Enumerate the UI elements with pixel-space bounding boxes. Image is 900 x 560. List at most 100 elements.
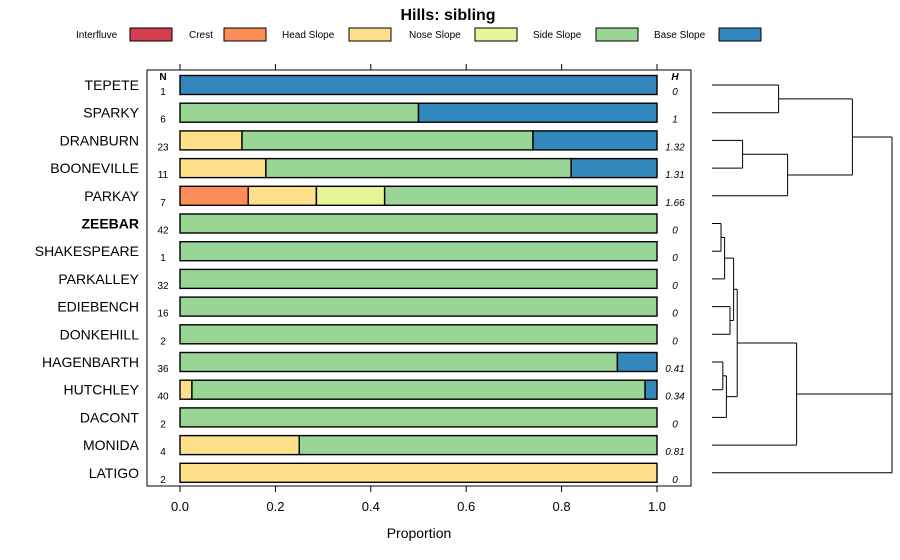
legend-item-interfluve: Interfluve	[76, 27, 173, 42]
bar-segment-side-slope	[179, 240, 658, 262]
bar-segment-base-slope	[616, 351, 658, 373]
row-label: SPARKY	[83, 105, 139, 121]
x-tick-label: 0.0	[171, 499, 189, 514]
row-hagenbarth: HAGENBARTH 36 0.41	[42, 351, 685, 375]
row-booneville: BOONEVILLE 11 1.31	[50, 157, 685, 181]
row-entropy: 1.32	[665, 142, 685, 153]
bar-segment-side-slope	[298, 434, 658, 456]
row-label: SHAKESPEARE	[35, 243, 139, 259]
bar-segment-side-slope	[191, 379, 646, 400]
legend-swatch-nose-slope	[474, 27, 518, 42]
legend-label-interfluve: Interfluve	[76, 30, 118, 41]
legend-label-nose-slope: Nose Slope	[409, 30, 461, 41]
entropy-header: H	[671, 72, 679, 83]
bar-rows: TEPETE 1 0 SPARKY 6 1 DRANBURN 23 1.32 BOONEVILLE…	[35, 74, 685, 486]
x-axis-title: Proportion	[387, 525, 452, 541]
bar-segment-side-slope	[241, 130, 534, 151]
bar-segment-side-slope	[179, 102, 420, 123]
x-tick-label: 0.6	[457, 499, 475, 514]
bar-segment-side-slope	[179, 213, 658, 234]
row-label: PARKAY	[84, 188, 139, 204]
row-label: HUTCHLEY	[64, 382, 140, 398]
plot-frame	[146, 69, 692, 487]
x-axis: 0.0 0.2 0.4 0.6 0.8 1.0	[171, 64, 666, 514]
row-parkay: PARKAY 7 1.66	[84, 185, 685, 209]
row-label: MONIDA	[83, 437, 140, 453]
row-dranburn: DRANBURN 23 1.32	[60, 130, 685, 153]
bar-segment-crest	[179, 185, 249, 207]
row-entropy: 0.34	[665, 392, 685, 403]
row-entropy: 0	[672, 419, 678, 430]
bar-segment-side-slope	[383, 185, 658, 207]
bar-segment-base-slope	[570, 157, 658, 179]
row-latigo: LATIGO 2 0	[89, 462, 678, 486]
row-count: 4	[160, 447, 166, 458]
legend-label-crest: Crest	[189, 30, 213, 41]
row-count: 36	[157, 364, 169, 375]
row-count: 16	[157, 309, 169, 320]
row-count: 2	[160, 419, 166, 430]
legend-item-side-slope: Side Slope	[533, 27, 639, 42]
row-count: 7	[160, 198, 166, 209]
bar-segment-nose-slope	[315, 185, 386, 207]
bar-segment-head-slope	[247, 185, 318, 207]
legend: Interfluve Crest Head Slope Nose Slope Side …	[76, 27, 762, 42]
legend-label-head-slope: Head Slope	[282, 30, 335, 41]
x-tick-label: 0.2	[266, 499, 284, 514]
legend-item-head-slope: Head Slope	[282, 27, 392, 42]
bar-segment-head-slope	[179, 157, 267, 179]
legend-item-crest: Crest	[189, 27, 267, 42]
row-count: 1	[160, 253, 166, 264]
bar-segment-base-slope	[179, 74, 658, 96]
legend-swatch-interfluve	[129, 27, 173, 42]
row-label: LATIGO	[89, 465, 139, 481]
row-label: BOONEVILLE	[50, 160, 139, 176]
row-parkalley: PARKALLEY 32 0	[58, 268, 678, 292]
bar-segment-side-slope	[179, 324, 658, 345]
row-entropy: 1.66	[665, 198, 685, 209]
legend-swatch-base-slope	[718, 27, 762, 42]
row-entropy: 1	[672, 115, 678, 126]
row-entropy: 0	[672, 253, 678, 264]
row-label: DACONT	[80, 409, 140, 425]
bar-segment-head-slope	[179, 130, 243, 151]
row-entropy: 0.81	[665, 447, 684, 458]
row-entropy: 0	[672, 87, 678, 98]
row-label: HAGENBARTH	[42, 354, 139, 370]
row-entropy: 0	[672, 475, 678, 486]
row-count: 2	[160, 475, 166, 486]
row-zeebar: ZEEBAR 42 0	[81, 213, 678, 237]
row-hutchley: HUTCHLEY 40 0.34	[64, 379, 685, 403]
dendrogram	[712, 84, 893, 474]
legend-label-side-slope: Side Slope	[533, 30, 582, 41]
legend-swatch-crest	[223, 27, 267, 42]
row-donkehill: DONKEHILL 2 0	[60, 324, 678, 347]
row-count: 6	[160, 115, 166, 126]
bar-segment-side-slope	[179, 296, 658, 317]
row-label: DONKEHILL	[60, 326, 140, 342]
row-entropy: 1.31	[665, 170, 684, 181]
row-entropy: 0	[672, 281, 678, 292]
legend-swatch-side-slope	[595, 27, 639, 42]
row-dacont: DACONT 2 0	[80, 407, 678, 430]
row-count: 2	[160, 336, 166, 347]
bar-segment-side-slope	[265, 157, 572, 179]
x-tick-label: 0.4	[362, 499, 380, 514]
row-count: 32	[157, 281, 169, 292]
row-label: TEPETE	[85, 77, 139, 93]
row-entropy: 0	[672, 336, 678, 347]
bar-segment-side-slope	[179, 407, 658, 428]
row-count: 42	[157, 226, 169, 237]
row-count: 23	[157, 142, 169, 153]
bar-segment-base-slope	[417, 102, 658, 123]
row-tepete: TEPETE 1 0	[85, 74, 678, 98]
legend-item-nose-slope: Nose Slope	[409, 27, 518, 42]
row-count: 1	[160, 87, 166, 98]
row-monida: MONIDA 4 0.81	[83, 434, 685, 458]
bar-segment-head-slope	[179, 462, 658, 483]
chart-title: Hills: sibling	[400, 7, 495, 24]
row-label: DRANBURN	[60, 132, 139, 148]
x-tick-label: 1.0	[648, 499, 666, 514]
legend-label-base-slope: Base Slope	[654, 30, 706, 41]
